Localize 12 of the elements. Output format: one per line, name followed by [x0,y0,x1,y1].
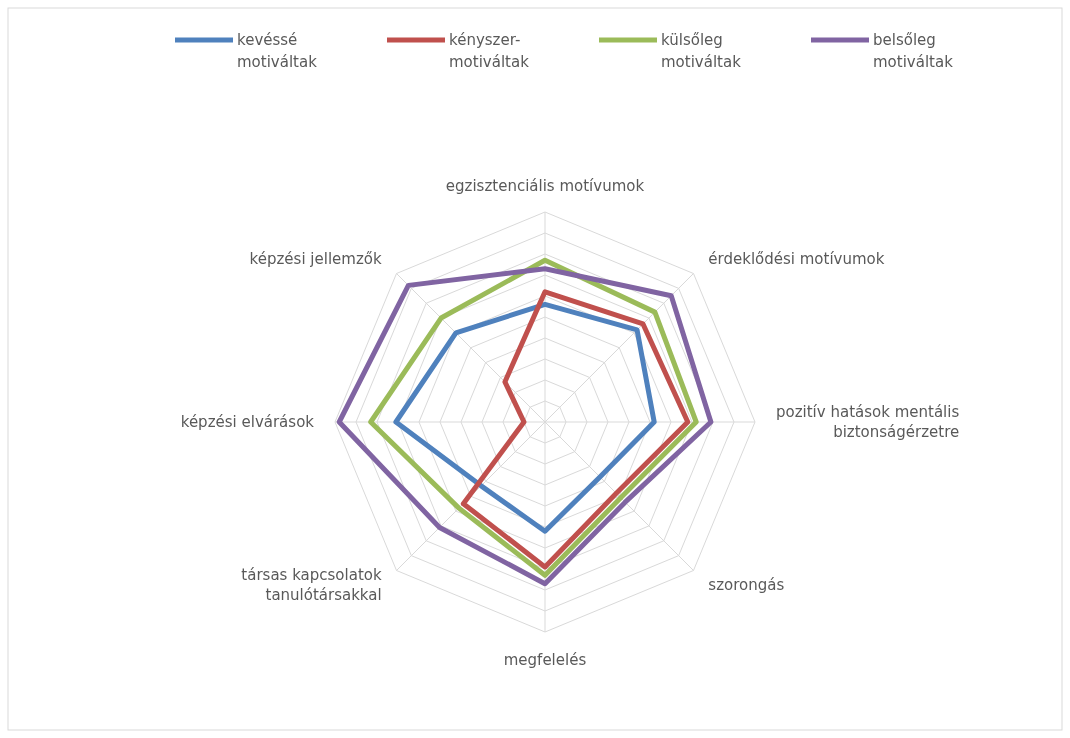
legend-label: belsőleg motiváltak [873,31,954,71]
spoke-label: egzisztenciális motívumok [445,177,645,195]
legend-label: kényszer-motiváltak [449,31,530,71]
spoke-label: érdeklődési motívumok [708,249,885,268]
spoke-label: megfelelés [503,651,587,669]
spoke-label: pozitív hatások mentális biztonságérzetre [776,403,960,441]
spoke-label: képzési elvárások [180,413,315,431]
spoke-label: szorongás [708,576,785,595]
legend-label: külsőleg motiváltak [661,31,742,71]
legend-label: kevéssé motiváltak [237,31,318,71]
spoke-label: társas kapcsolatok tanulótársakkal [241,566,382,605]
spoke-label: képzési jellemzők [249,249,382,268]
